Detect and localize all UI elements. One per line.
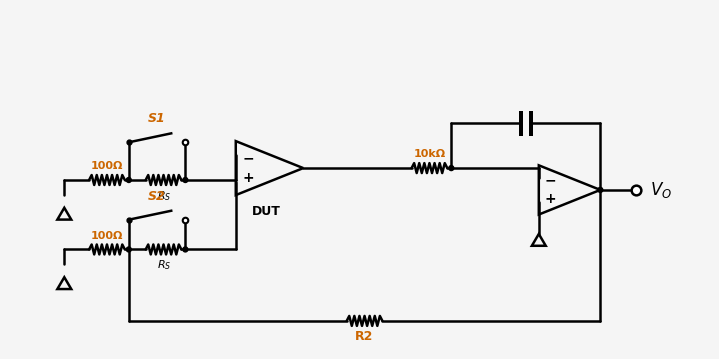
Text: 100Ω: 100Ω [91, 161, 123, 171]
Text: +: + [544, 192, 556, 206]
Text: S2: S2 [148, 190, 166, 203]
Text: $R_S$: $R_S$ [157, 258, 172, 272]
Circle shape [597, 187, 603, 192]
Text: −: − [544, 174, 556, 188]
Circle shape [183, 247, 188, 252]
Text: DUT: DUT [252, 205, 281, 218]
Text: $V_O$: $V_O$ [650, 180, 672, 200]
Text: 100Ω: 100Ω [91, 230, 123, 241]
Text: −: − [242, 151, 254, 165]
Circle shape [127, 247, 132, 252]
Text: $R_S$: $R_S$ [157, 189, 172, 203]
Text: S1: S1 [148, 112, 166, 125]
Text: 10kΩ: 10kΩ [413, 149, 446, 159]
Text: R2: R2 [355, 330, 374, 343]
Circle shape [183, 177, 188, 182]
Circle shape [127, 177, 132, 182]
Circle shape [449, 165, 454, 171]
Text: +: + [242, 171, 254, 185]
